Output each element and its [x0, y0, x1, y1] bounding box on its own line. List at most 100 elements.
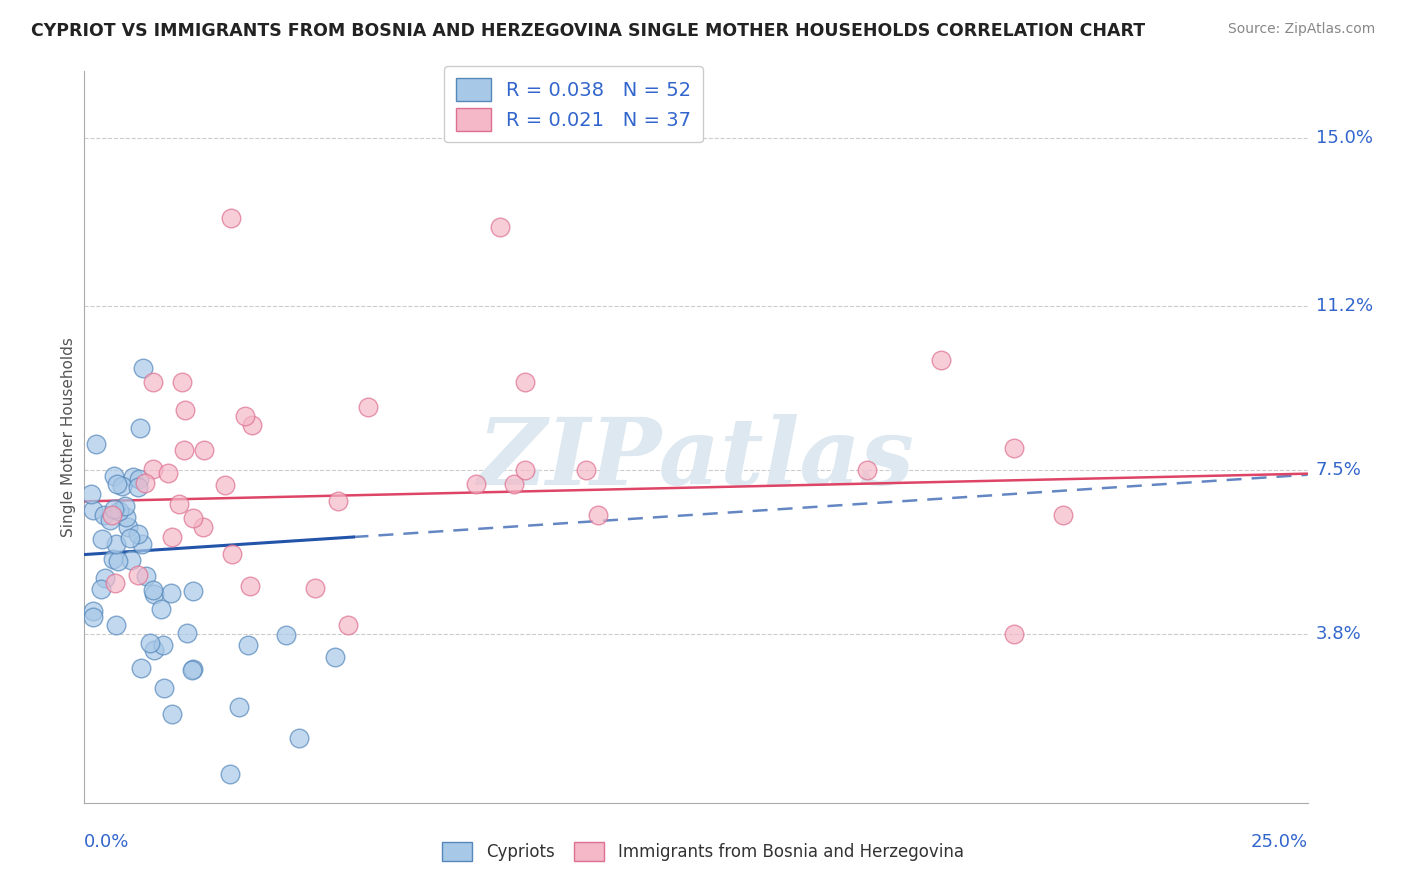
Point [176, 626, 198, 640]
Point [79, 487, 101, 501]
Point [181, 583, 204, 598]
Point [929, 352, 952, 367]
Point [856, 463, 879, 477]
Point [142, 375, 165, 389]
Point [173, 443, 195, 458]
Point [98, 512, 121, 526]
Point [107, 476, 129, 491]
Y-axis label: Single Mother Households: Single Mother Households [60, 337, 76, 537]
Point [513, 463, 536, 477]
Point [172, 375, 194, 389]
Text: ZIPatlas: ZIPatlas [478, 414, 914, 504]
Point [219, 767, 242, 781]
Point [181, 662, 204, 676]
Text: 7.5%: 7.5% [1316, 461, 1362, 479]
Point [1002, 627, 1025, 641]
Point [193, 442, 215, 457]
Point [86, 437, 108, 451]
Text: CYPRIOT VS IMMIGRANTS FROM BOSNIA AND HERZEGOVINA SINGLE MOTHER HOUSEHOLDS CORRE: CYPRIOT VS IMMIGRANTS FROM BOSNIA AND HE… [31, 22, 1144, 40]
Point [114, 510, 136, 524]
Point [82, 503, 104, 517]
Point [135, 569, 157, 583]
Point [82, 610, 104, 624]
Point [107, 554, 129, 568]
Point [101, 552, 124, 566]
Point [107, 504, 129, 518]
Point [90, 582, 112, 596]
Point [489, 219, 512, 234]
Point [214, 478, 236, 492]
Point [1052, 508, 1074, 522]
Point [193, 520, 215, 534]
Point [138, 635, 160, 649]
Point [131, 537, 153, 551]
Point [103, 468, 125, 483]
Point [233, 409, 256, 424]
Point [127, 526, 149, 541]
Point [1002, 441, 1025, 455]
Text: 25.0%: 25.0% [1250, 833, 1308, 851]
Point [503, 476, 526, 491]
Point [240, 418, 263, 433]
Point [120, 553, 142, 567]
Point [142, 587, 165, 601]
Text: 15.0%: 15.0% [1316, 128, 1372, 147]
Point [129, 421, 152, 435]
Point [128, 472, 150, 486]
Point [103, 501, 125, 516]
Point [152, 638, 174, 652]
Point [304, 581, 326, 595]
Point [94, 570, 117, 584]
Point [127, 480, 149, 494]
Point [142, 462, 165, 476]
Point [337, 618, 360, 632]
Point [228, 699, 250, 714]
Point [239, 579, 262, 593]
Point [181, 663, 204, 677]
Point [142, 582, 165, 597]
Point [276, 628, 298, 642]
Point [143, 642, 166, 657]
Point [134, 475, 156, 490]
Point [121, 470, 143, 484]
Point [129, 660, 152, 674]
Point [219, 211, 242, 225]
Point [105, 537, 128, 551]
Legend: R = 0.038   N = 52, R = 0.021   N = 37: R = 0.038 N = 52, R = 0.021 N = 37 [444, 66, 703, 143]
Point [101, 508, 124, 522]
Text: 11.2%: 11.2% [1316, 297, 1374, 315]
Point [132, 361, 155, 376]
Point [90, 532, 112, 546]
Point [287, 731, 309, 745]
Point [150, 602, 173, 616]
Point [162, 707, 184, 722]
Point [221, 548, 243, 562]
Text: 0.0%: 0.0% [84, 833, 129, 851]
Text: 3.8%: 3.8% [1316, 625, 1361, 643]
Point [513, 375, 536, 389]
Point [181, 510, 204, 524]
Point [169, 497, 191, 511]
Point [157, 466, 180, 480]
Point [105, 618, 128, 632]
Point [588, 508, 610, 522]
Point [82, 604, 104, 618]
Point [328, 494, 350, 508]
Point [153, 681, 176, 696]
Point [236, 638, 259, 652]
Point [110, 479, 132, 493]
Point [173, 402, 195, 417]
Point [464, 476, 486, 491]
Point [357, 400, 380, 414]
Point [118, 531, 141, 545]
Point [160, 530, 183, 544]
Point [103, 575, 125, 590]
Point [93, 508, 115, 523]
Legend: Cypriots, Immigrants from Bosnia and Herzegovina: Cypriots, Immigrants from Bosnia and Her… [436, 835, 970, 868]
Point [323, 650, 346, 665]
Point [160, 586, 183, 600]
Point [114, 499, 136, 513]
Point [127, 568, 149, 582]
Point [117, 520, 139, 534]
Text: Source: ZipAtlas.com: Source: ZipAtlas.com [1227, 22, 1375, 37]
